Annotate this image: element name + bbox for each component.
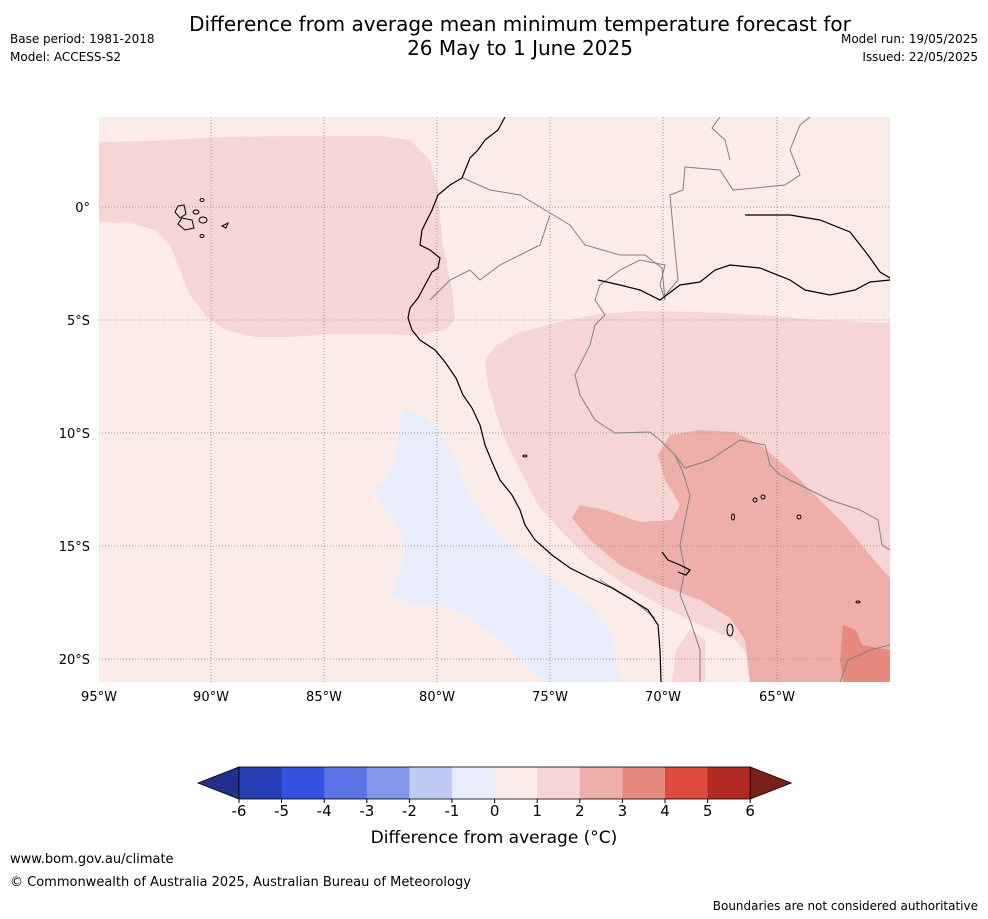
latitude-labels: 0° 5°S 10°S 15°S 20°S xyxy=(59,201,90,668)
colorbar-segment xyxy=(366,767,410,799)
galapagos-islands xyxy=(174,198,229,238)
colorbar-segment xyxy=(622,767,666,799)
colorbar-segment xyxy=(494,767,538,799)
footer-copyright: © Commonwealth of Australia 2025, Austra… xyxy=(10,875,471,890)
colorbar-segment xyxy=(409,767,453,799)
colorbar-segment xyxy=(537,767,581,799)
lon-label: 75°W xyxy=(532,690,568,705)
anomaly-region-2-3 xyxy=(572,430,890,682)
footer-disclaimer: Boundaries are not considered authoritat… xyxy=(712,899,978,913)
lon-label: 70°W xyxy=(645,690,681,705)
colorbar-segment xyxy=(579,767,623,799)
colorbar-segment xyxy=(281,767,325,799)
coastline xyxy=(407,117,890,682)
title-line-1: Difference from average mean minimum tem… xyxy=(189,12,851,36)
meta-left: Base period: 1981-2018 Model: ACCESS-S2 xyxy=(10,30,155,66)
colorbar-tick-label: 6 xyxy=(745,802,755,820)
base-period: Base period: 1981-2018 xyxy=(10,32,155,46)
meta-right: Model run: 19/05/2025 Issued: 22/05/2025 xyxy=(841,30,978,66)
colorbar-segment xyxy=(239,767,283,799)
lon-label: 95°W xyxy=(81,690,117,705)
anomaly-region-cool xyxy=(373,410,620,682)
anomaly-region-west-1-2 xyxy=(99,136,455,337)
lat-label: 15°S xyxy=(59,540,90,555)
lat-label: 0° xyxy=(75,201,90,216)
lakes xyxy=(522,454,861,637)
colorbar-arrow-high xyxy=(749,766,793,800)
colorbar-tick-label: 2 xyxy=(575,802,585,820)
country-borders xyxy=(429,117,890,682)
footer-url[interactable]: www.bom.gov.au/climate xyxy=(10,852,174,867)
colorbar-tick-label: 1 xyxy=(532,802,542,820)
lon-label: 80°W xyxy=(419,690,455,705)
gridlines xyxy=(99,117,890,682)
colorbar-tick-label: 0 xyxy=(490,802,500,820)
anomaly-region-3-4 xyxy=(840,625,890,682)
title-line-2: 26 May to 1 June 2025 xyxy=(407,36,633,60)
lat-label: 20°S xyxy=(59,653,90,668)
model-name: Model: ACCESS-S2 xyxy=(10,50,122,64)
colorbar-tick-label: 4 xyxy=(660,802,670,820)
colorbar-segment xyxy=(452,767,496,799)
colorbar-tick-label: -3 xyxy=(359,802,374,820)
colorbar-tick-label: 3 xyxy=(618,802,628,820)
colorbar-tick-label: -2 xyxy=(402,802,417,820)
lat-label: 10°S xyxy=(59,427,90,442)
page-title: Difference from average mean minimum tem… xyxy=(0,12,988,60)
colorbar-tick-label: -1 xyxy=(445,802,460,820)
colorbar-segment xyxy=(324,767,368,799)
colorbar-tick-label: -6 xyxy=(232,802,247,820)
lon-label: 85°W xyxy=(306,690,342,705)
longitude-labels: 95°W 90°W 85°W 80°W 75°W 70°W 65°W xyxy=(81,690,795,705)
colorbar: -6 -5 -4 -3 -2 -1 0 1 2 3 4 5 6 xyxy=(196,766,793,820)
colorbar-arrow-low xyxy=(196,766,240,800)
anomaly-region-south-1-2 xyxy=(672,630,705,682)
colorbar-segment xyxy=(665,767,709,799)
lon-label: 90°W xyxy=(193,690,229,705)
colorbar-tick-label: -4 xyxy=(317,802,332,820)
lat-label: 5°S xyxy=(67,314,90,329)
colorbar-tick-label: -5 xyxy=(274,802,289,820)
colorbar-tick-label: 5 xyxy=(703,802,713,820)
model-run: Model run: 19/05/2025 xyxy=(840,32,978,46)
lon-label: 65°W xyxy=(759,690,795,705)
colorbar-segment xyxy=(707,767,751,799)
colorbar-title: Difference from average (°C) xyxy=(370,828,618,848)
issued-date: Issued: 22/05/2025 xyxy=(862,50,978,64)
